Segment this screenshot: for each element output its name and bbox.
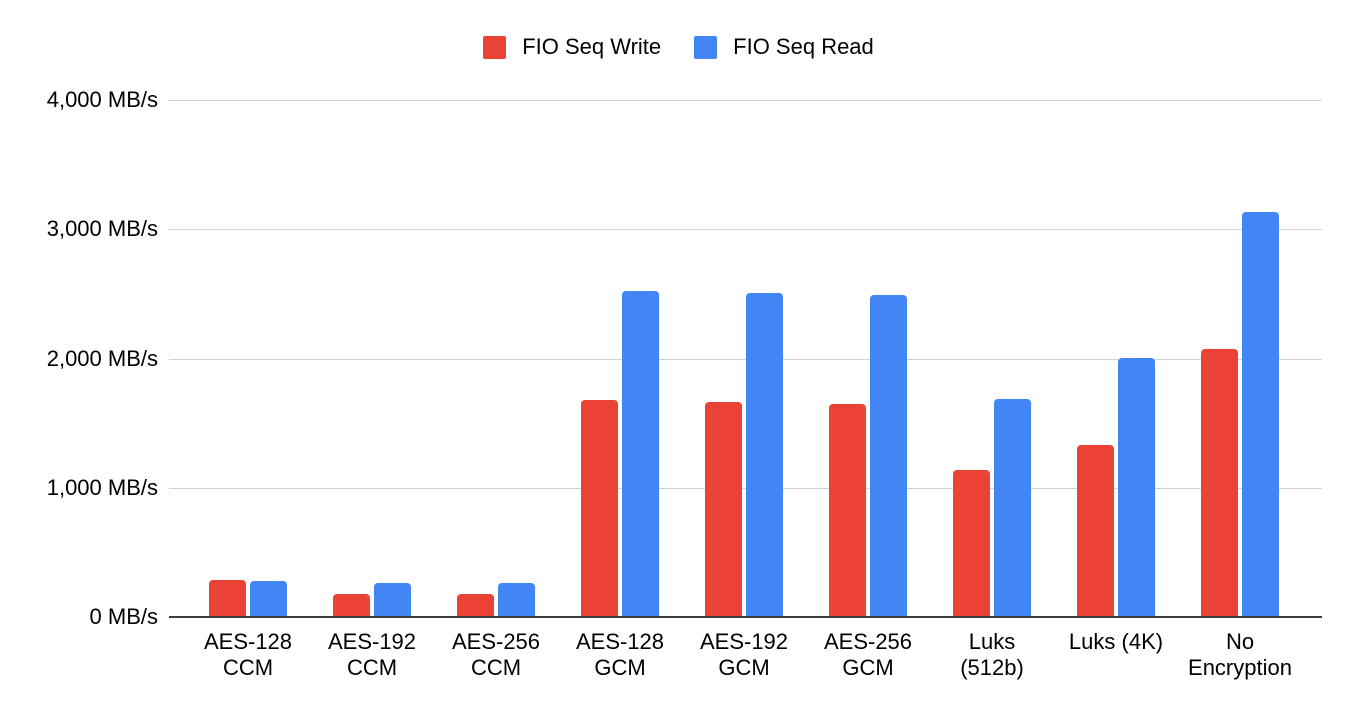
bar-fio-seq-read-aes-128-ccm — [250, 581, 287, 617]
bar-fio-seq-write-aes-192-ccm — [333, 594, 370, 617]
legend-label: FIO Seq Write — [522, 34, 662, 59]
gridline-1000 — [169, 488, 1322, 489]
gridline-2000 — [169, 359, 1322, 360]
x-axis-tick-label-luks-4k: Luks (4K) — [1068, 629, 1164, 654]
bar-fio-seq-write-aes-192-gcm — [705, 402, 742, 617]
bar-fio-seq-read-aes-128-gcm — [622, 291, 659, 617]
y-axis-tick-label: 2,000 MB/s — [46, 346, 158, 371]
y-axis-tick-label: 4,000 MB/s — [46, 87, 158, 112]
x-axis-tick-label-aes-256-gcm: AES-256 GCM — [823, 629, 913, 680]
x-axis-tick-label-aes-256-ccm: AES-256 CCM — [451, 629, 541, 680]
x-axis-line — [169, 616, 1322, 618]
x-axis-tick-label-aes-128-gcm: AES-128 GCM — [575, 629, 665, 680]
bar-fio-seq-read-aes-256-gcm — [870, 295, 907, 617]
bar-fio-seq-write-aes-256-ccm — [457, 594, 494, 617]
legend-swatch-icon — [694, 35, 718, 59]
bar-fio-seq-read-aes-192-ccm — [374, 583, 411, 617]
y-axis-tick-label: 3,000 MB/s — [46, 216, 158, 241]
gridline-4000 — [169, 100, 1322, 101]
x-axis-tick-label-aes-192-gcm: AES-192 GCM — [699, 629, 789, 680]
y-axis-tick-label: 0 MB/s — [89, 604, 158, 629]
bar-fio-seq-write-no-encryption — [1201, 349, 1238, 617]
bar-fio-seq-read-aes-256-ccm — [498, 583, 535, 617]
gridline-3000 — [169, 229, 1322, 230]
bar-fio-seq-read-luks-4k — [1118, 358, 1155, 617]
y-axis-tick-label: 1,000 MB/s — [46, 475, 158, 500]
bar-fio-seq-write-luks-512b — [953, 470, 990, 617]
x-axis-tick-label-luks-512b: Luks (512b) — [960, 629, 1024, 680]
x-axis-tick-label-no-encryption: No Encryption — [1188, 629, 1292, 680]
bar-fio-seq-read-no-encryption — [1242, 212, 1279, 617]
bar-fio-seq-read-luks-512b — [994, 399, 1031, 617]
bar-fio-seq-write-aes-128-ccm — [209, 580, 246, 617]
bar-fio-seq-write-aes-256-gcm — [829, 404, 866, 617]
x-axis-tick-label-aes-192-ccm: AES-192 CCM — [327, 629, 417, 680]
legend-swatch-icon — [483, 35, 507, 59]
bar-fio-seq-write-aes-128-gcm — [581, 400, 618, 617]
x-axis-tick-label-aes-128-ccm: AES-128 CCM — [203, 629, 293, 680]
bar-fio-seq-read-aes-192-gcm — [746, 293, 783, 617]
legend-item-fio-seq-read: FIO Seq Read — [694, 34, 874, 60]
legend-item-fio-seq-write: FIO Seq Write — [483, 34, 661, 60]
bar-fio-seq-write-luks-4k — [1077, 445, 1114, 617]
legend-label: FIO Seq Read — [733, 34, 874, 59]
chart-legend: FIO Seq Write FIO Seq Read — [0, 34, 1357, 60]
